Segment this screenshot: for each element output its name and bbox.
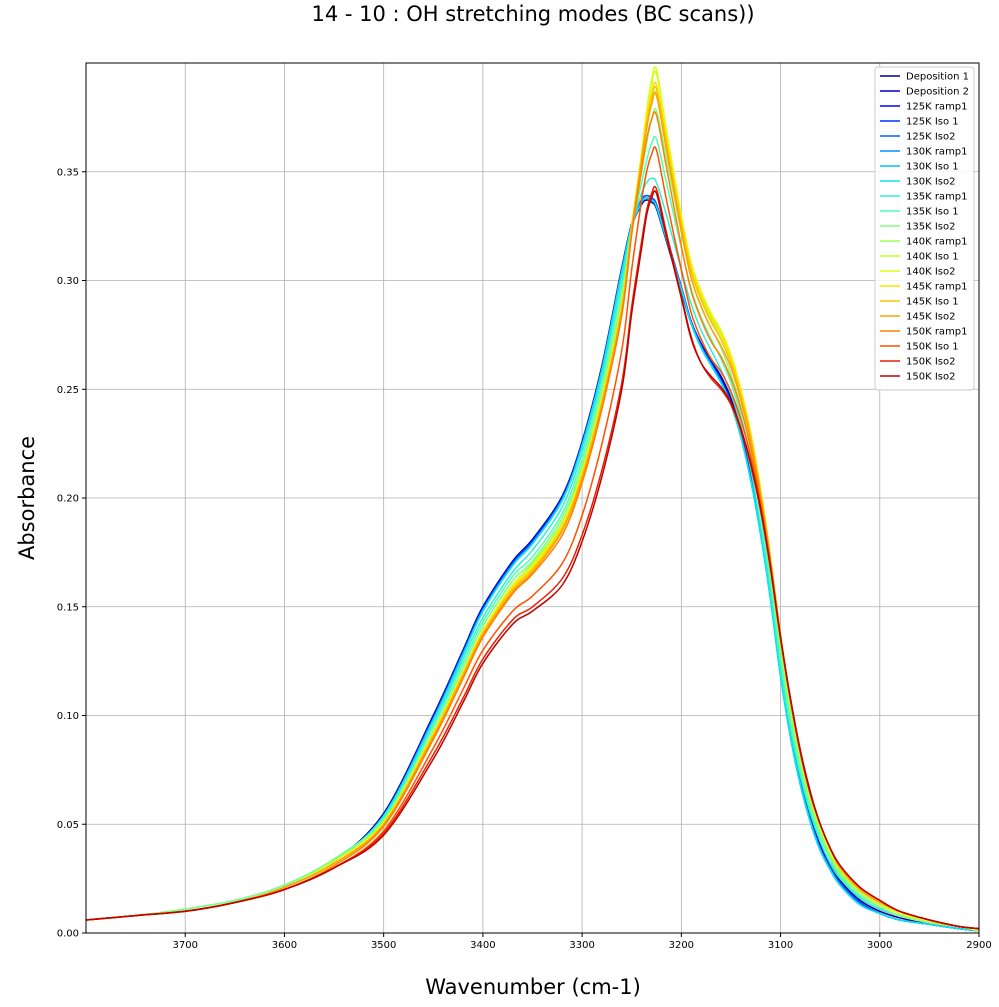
legend-label: 135K Iso2 xyxy=(906,222,955,233)
series-line xyxy=(85,90,980,932)
legend-label: 150K ramp1 xyxy=(906,327,968,338)
x-tick-label: 3300 xyxy=(569,940,594,951)
y-tick-label: 0.00 xyxy=(57,929,79,940)
series-layer xyxy=(85,65,980,932)
series-line xyxy=(85,107,980,932)
x-tick-label: 3600 xyxy=(272,940,297,951)
series-line xyxy=(85,85,980,930)
series-line xyxy=(85,135,980,932)
legend-box xyxy=(874,66,975,391)
legend-label: 145K Iso2 xyxy=(906,312,955,323)
legend-label: 135K Iso 1 xyxy=(906,207,959,218)
series-line xyxy=(85,111,980,930)
y-tick-label: 0.10 xyxy=(57,711,79,722)
series-line xyxy=(85,65,980,930)
legend-label: 140K ramp1 xyxy=(906,237,968,248)
tick-layer: 3700 3600 3500 3400 3300 3200 3100 3000 2900 0.00… xyxy=(57,167,992,951)
legend-label: Deposition 2 xyxy=(906,87,969,98)
x-tick-label: 3400 xyxy=(470,940,495,951)
legend-label: 125K Iso2 xyxy=(906,132,955,143)
y-tick-label: 0.30 xyxy=(57,276,79,287)
series-line xyxy=(85,81,980,930)
legend-label: 125K Iso 1 xyxy=(906,117,959,128)
y-tick-label: 0.05 xyxy=(57,820,79,831)
series-line xyxy=(85,146,980,930)
legend-label: 145K Iso 1 xyxy=(906,297,959,308)
y-tick-label: 0.35 xyxy=(57,167,79,178)
legend-label: 140K Iso 1 xyxy=(906,252,959,263)
legend-label: 125K ramp1 xyxy=(906,102,968,113)
y-tick-label: 0.20 xyxy=(57,494,79,505)
grid-layer xyxy=(86,63,980,934)
legend-label: Deposition 1 xyxy=(906,72,969,83)
x-tick-label: 3700 xyxy=(172,940,197,951)
legend-label: 145K ramp1 xyxy=(906,282,968,293)
x-tick-label: 2900 xyxy=(966,940,991,951)
legend-label: 130K Iso2 xyxy=(906,177,955,188)
series-line xyxy=(85,197,980,932)
series-line xyxy=(85,92,980,930)
legend-label: 135K ramp1 xyxy=(906,192,968,203)
x-tick-label: 3100 xyxy=(768,940,793,951)
series-line xyxy=(85,70,980,932)
legend: Deposition 1 Deposition 2 125K ramp1 125K I… xyxy=(874,66,975,391)
chart-title: 14 - 10 : OH stretching modes (BC scans)… xyxy=(311,2,755,26)
series-line xyxy=(85,177,980,932)
legend-label: 140K Iso2 xyxy=(906,267,955,278)
y-tick-label: 0.25 xyxy=(57,385,79,396)
x-tick-label: 3000 xyxy=(867,940,892,951)
legend-label: 150K Iso 1 xyxy=(906,342,959,353)
series-line xyxy=(85,190,980,930)
y-tick-label: 0.15 xyxy=(57,602,79,613)
legend-label: 150K Iso2 xyxy=(906,372,955,383)
legend-label: 130K Iso 1 xyxy=(906,162,959,173)
x-tick-label: 3500 xyxy=(371,940,396,951)
x-tick-label: 3200 xyxy=(669,940,694,951)
x-axis-label: Wavenumber (cm-1) xyxy=(425,975,641,999)
legend-label: 150K Iso2 xyxy=(906,357,955,368)
legend-label: 130K ramp1 xyxy=(906,147,968,158)
